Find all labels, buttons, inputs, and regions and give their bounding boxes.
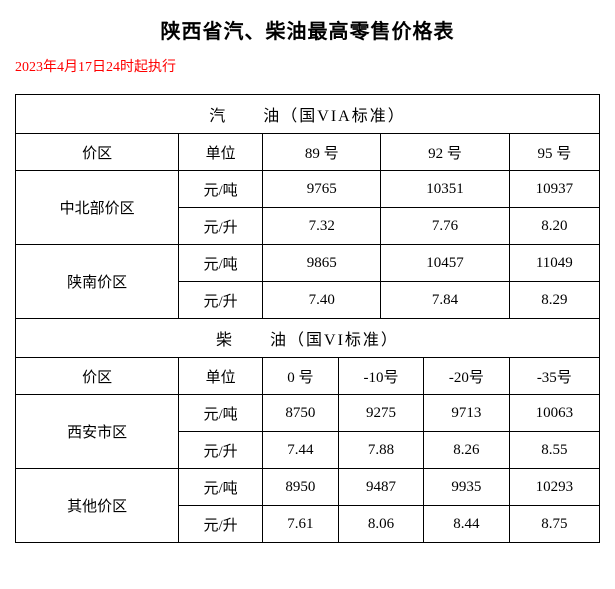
price-cell: 10937 (509, 171, 599, 208)
region-central-north: 中北部价区 (16, 171, 179, 245)
diesel-header: 柴 油（国VI标准） (16, 319, 600, 358)
page-title: 陕西省汽、柴油最高零售价格表 (15, 15, 600, 44)
col-0: 0 号 (263, 358, 339, 395)
price-cell: 9765 (263, 171, 381, 208)
price-cell: 7.40 (263, 282, 381, 319)
price-cell: 7.61 (263, 506, 339, 543)
unit-cell: 元/吨 (179, 469, 263, 506)
price-cell: 10457 (381, 245, 509, 282)
price-cell: 8.44 (424, 506, 509, 543)
unit-cell: 元/吨 (179, 171, 263, 208)
price-cell: 7.44 (263, 432, 339, 469)
price-cell: 9487 (338, 469, 423, 506)
price-cell: 8.29 (509, 282, 599, 319)
unit-cell: 元/升 (179, 506, 263, 543)
region-shannan: 陕南价区 (16, 245, 179, 319)
price-cell: 8.26 (424, 432, 509, 469)
price-cell: 9713 (424, 395, 509, 432)
unit-cell: 元/吨 (179, 395, 263, 432)
col-m35: -35号 (509, 358, 599, 395)
col-region: 价区 (16, 134, 179, 171)
price-cell: 7.84 (381, 282, 509, 319)
price-cell: 7.76 (381, 208, 509, 245)
region-xian: 西安市区 (16, 395, 179, 469)
col-region: 价区 (16, 358, 179, 395)
gasoline-col-header-row: 价区 单位 89 号 92 号 95 号 (16, 134, 600, 171)
price-cell: 11049 (509, 245, 599, 282)
price-cell: 8950 (263, 469, 339, 506)
unit-cell: 元/吨 (179, 245, 263, 282)
effective-date: 2023年4月17日24时起执行 (15, 56, 600, 76)
price-cell: 8.55 (509, 432, 599, 469)
col-92: 92 号 (381, 134, 509, 171)
col-m10: -10号 (338, 358, 423, 395)
gasoline-header: 汽 油（国VIA标准） (16, 95, 600, 134)
price-cell: 10293 (509, 469, 599, 506)
table-row: 其他价区 元/吨 8950 9487 9935 10293 (16, 469, 600, 506)
col-m20: -20号 (424, 358, 509, 395)
gasoline-header-row: 汽 油（国VIA标准） (16, 95, 600, 134)
col-unit: 单位 (179, 358, 263, 395)
price-cell: 7.88 (338, 432, 423, 469)
col-unit: 单位 (179, 134, 263, 171)
col-95: 95 号 (509, 134, 599, 171)
price-cell: 8.06 (338, 506, 423, 543)
price-cell: 8.20 (509, 208, 599, 245)
table-row: 陕南价区 元/吨 9865 10457 11049 (16, 245, 600, 282)
price-cell: 9275 (338, 395, 423, 432)
price-table: 汽 油（国VIA标准） 价区 单位 89 号 92 号 95 号 中北部价区 元… (15, 94, 600, 543)
price-cell: 8750 (263, 395, 339, 432)
price-cell: 7.32 (263, 208, 381, 245)
table-row: 中北部价区 元/吨 9765 10351 10937 (16, 171, 600, 208)
price-cell: 10063 (509, 395, 599, 432)
unit-cell: 元/升 (179, 432, 263, 469)
diesel-header-row: 柴 油（国VI标准） (16, 319, 600, 358)
unit-cell: 元/升 (179, 208, 263, 245)
price-cell: 10351 (381, 171, 509, 208)
col-89: 89 号 (263, 134, 381, 171)
diesel-col-header-row: 价区 单位 0 号 -10号 -20号 -35号 (16, 358, 600, 395)
price-cell: 9935 (424, 469, 509, 506)
unit-cell: 元/升 (179, 282, 263, 319)
price-cell: 8.75 (509, 506, 599, 543)
region-other: 其他价区 (16, 469, 179, 543)
table-row: 西安市区 元/吨 8750 9275 9713 10063 (16, 395, 600, 432)
price-cell: 9865 (263, 245, 381, 282)
